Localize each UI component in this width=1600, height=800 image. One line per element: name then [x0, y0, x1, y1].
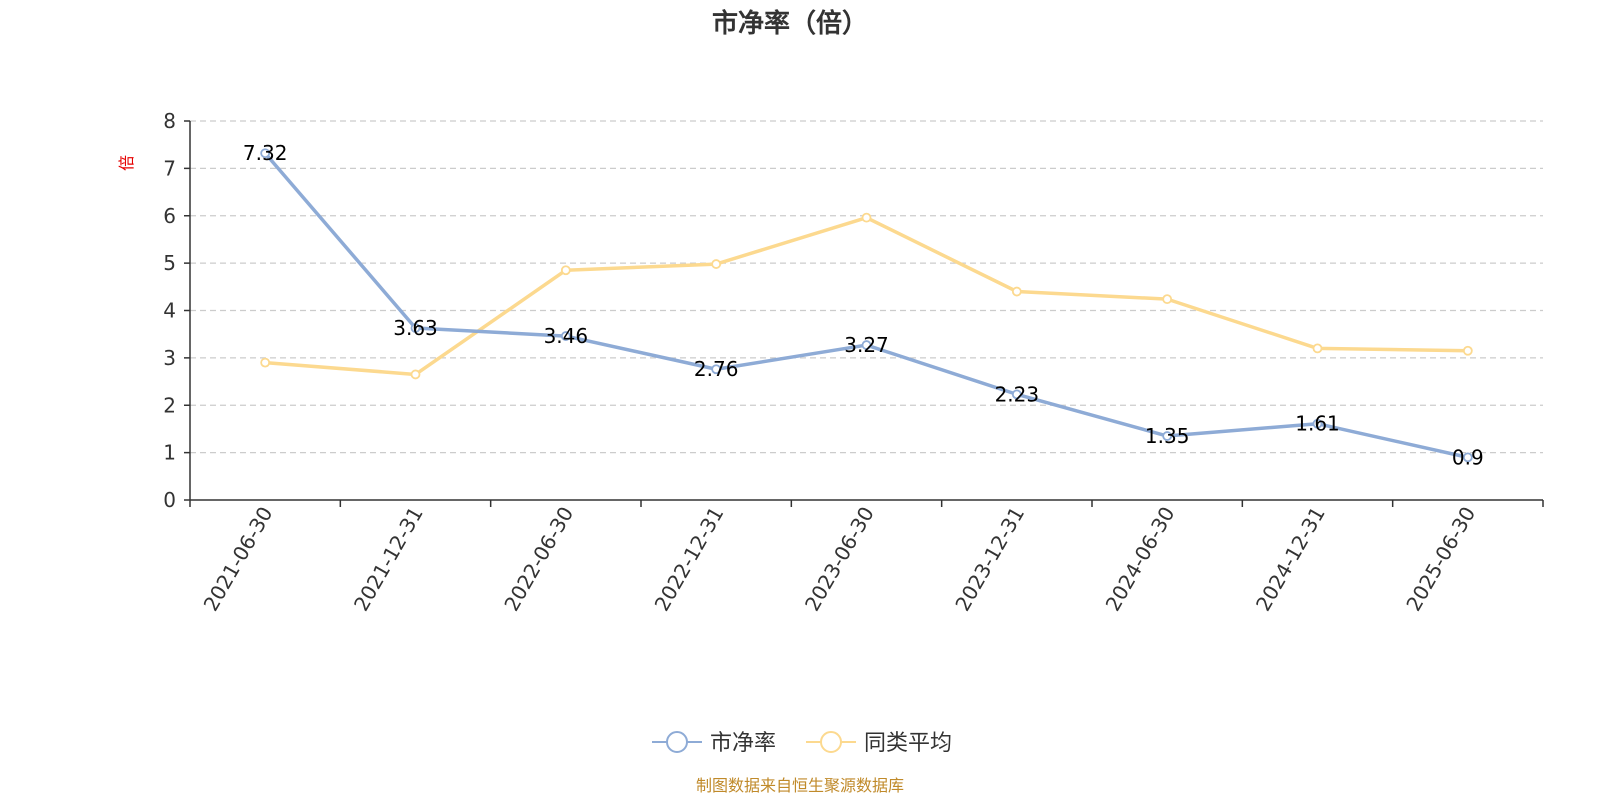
y-tick-label: 6 — [163, 204, 176, 228]
data-point — [560, 331, 571, 341]
chart-title: 市净率（倍） — [712, 8, 868, 39]
y-tick-label: 5 — [163, 251, 176, 275]
series-group — [260, 148, 1473, 463]
legend-item-1[interactable]: 同类平均 — [806, 731, 952, 756]
y-axis-unit: 倍 — [117, 155, 136, 171]
y-tick-label: 7 — [163, 156, 176, 180]
series-line-0 — [263, 152, 1469, 460]
x-tick-label: 2023-12-31 — [950, 503, 1029, 616]
data-labels: 7.32 3.63 3.46 2.76 3.27 2.23 1.35 1.61 0.9 — [243, 141, 1484, 469]
data-point — [711, 364, 722, 375]
x-tick-label: 2025-06-30 — [1401, 503, 1480, 616]
data-point — [1011, 389, 1022, 400]
legend-circle-icon — [666, 731, 688, 753]
x-tick-label: 2021-06-30 — [199, 503, 278, 616]
data-point — [861, 212, 872, 223]
data-label: 1.61 — [1295, 412, 1340, 436]
x-tick-label: 2022-06-30 — [499, 503, 578, 616]
data-label: 2.76 — [694, 357, 739, 381]
legend[interactable]: 市净率 同类平均 — [652, 731, 952, 756]
legend-circle-icon — [820, 731, 842, 753]
data-point — [1011, 286, 1022, 297]
x-tick-labels: 2021-06-30 2021-12-31 2022-06-30 2022-12-31… — [199, 503, 1481, 616]
x-tick-label: 2022-12-31 — [650, 503, 729, 616]
y-tick-labels: 0 1 2 3 4 5 6 7 8 — [163, 109, 176, 512]
data-point — [1162, 294, 1173, 305]
data-point — [410, 369, 421, 380]
y-tick-label: 2 — [163, 393, 176, 417]
legend-label: 市净率 — [710, 731, 776, 756]
data-point — [711, 259, 722, 269]
data-point — [1312, 343, 1323, 354]
y-tick-label: 4 — [163, 299, 176, 323]
data-label: 2.23 — [995, 382, 1040, 406]
x-tick-label: 2021-12-31 — [349, 503, 428, 616]
data-point — [1462, 452, 1473, 463]
data-point — [1312, 418, 1323, 429]
data-label: 7.32 — [243, 141, 288, 165]
legend-item-0[interactable]: 市净率 — [652, 731, 776, 756]
data-point — [260, 148, 271, 159]
source-note: 制图数据来自恒生聚源数据库 — [696, 776, 904, 795]
x-tick-label: 2024-12-31 — [1251, 503, 1330, 616]
y-tick-label: 3 — [163, 346, 176, 370]
axes — [184, 120, 1544, 507]
legend-label: 同类平均 — [864, 731, 952, 756]
y-tick-label: 1 — [163, 441, 176, 465]
data-point — [410, 323, 421, 333]
data-point — [260, 357, 271, 368]
data-label: 3.27 — [844, 333, 889, 357]
x-tick-label: 2023-06-30 — [800, 503, 879, 616]
data-point — [1462, 345, 1473, 356]
data-point — [1162, 431, 1173, 441]
y-tick-label: 8 — [163, 109, 176, 133]
x-tick-label: 2024-06-30 — [1101, 503, 1180, 616]
data-label: 1.35 — [1145, 424, 1190, 448]
data-point — [560, 265, 571, 276]
data-label: 0.9 — [1452, 445, 1484, 469]
data-label: 3.46 — [544, 324, 589, 348]
grid-lines — [190, 120, 1543, 454]
y-tick-label: 0 — [163, 488, 176, 512]
data-point — [861, 340, 872, 350]
data-label: 3.63 — [393, 316, 438, 340]
